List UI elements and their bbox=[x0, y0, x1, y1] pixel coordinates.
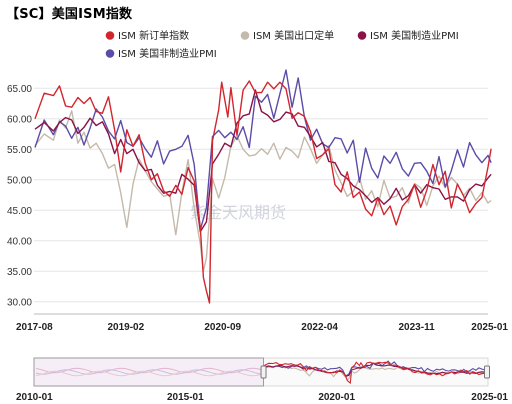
y-tick-label: 45.00 bbox=[7, 206, 32, 217]
page-title: 【SC】美国ISM指数 bbox=[6, 7, 133, 22]
watermark-text: 紫金天风期货 bbox=[190, 203, 286, 222]
series-lines bbox=[34, 69, 492, 304]
navigator-history-line bbox=[35, 370, 262, 377]
x-tick-label: 2023-11 bbox=[399, 322, 436, 333]
navigator-tick-label: 2025-01 bbox=[471, 392, 508, 403]
navigator-line-non-manufacturing-pmi bbox=[263, 360, 490, 377]
watermark: 紫金天风期货 bbox=[190, 203, 286, 222]
x-tick-label: 2022-04 bbox=[301, 322, 338, 333]
series-line-manufacturing-pmi bbox=[34, 89, 492, 233]
legend-label: ISM 美国非制造业PMI bbox=[118, 47, 217, 60]
legend-item-export-orders[interactable]: ISM 美国出口定单 bbox=[240, 29, 334, 42]
navigator-tick-label: 2020-01 bbox=[318, 392, 355, 403]
navigator-tick-label: 2015-01 bbox=[167, 392, 204, 403]
navigator-line-new-orders bbox=[263, 361, 490, 385]
x-tick-label: 2020-09 bbox=[204, 322, 241, 333]
y-axis: 30.00 35.00 40.00 45.00 50.00 55.00 60.00 65.00 bbox=[7, 84, 32, 308]
y-tick-label: 50.00 bbox=[7, 175, 32, 186]
navigator-tick-label: 2010-01 bbox=[16, 392, 53, 403]
legend-item-non-manufacturing-pmi[interactable]: ISM 美国非制造业PMI bbox=[105, 47, 217, 60]
y-tick-label: 65.00 bbox=[7, 84, 32, 95]
series-line-new-orders bbox=[34, 80, 492, 304]
navigator-history-line bbox=[35, 369, 262, 375]
legend-label: ISM 新订单指数 bbox=[118, 29, 189, 42]
legend-label: ISM 美国出口定单 bbox=[253, 29, 334, 42]
series-line-export-orders bbox=[34, 110, 492, 272]
series-line-non-manufacturing-pmi bbox=[34, 69, 492, 231]
x-axis: 2017-08 2019-02 2020-09 2022-04 2023-11 2025-… bbox=[16, 313, 508, 333]
legend-marker bbox=[105, 49, 115, 58]
x-tick-label: 2017-08 bbox=[16, 322, 53, 333]
y-tick-label: 35.00 bbox=[7, 267, 32, 278]
legend-marker bbox=[240, 31, 250, 40]
legend[interactable]: ISM 新订单指数 ISM 美国出口定单 ISM 美国制造业PMI ISM 美国非制造… bbox=[105, 29, 459, 60]
grid-lines bbox=[34, 87, 488, 303]
legend-marker bbox=[357, 31, 367, 40]
y-tick-label: 40.00 bbox=[7, 236, 32, 247]
navigator-left-handle[interactable] bbox=[260, 365, 267, 379]
legend-item-new-orders[interactable]: ISM 新订单指数 bbox=[105, 29, 189, 42]
y-tick-label: 30.00 bbox=[7, 297, 32, 308]
y-tick-label: 60.00 bbox=[7, 114, 32, 125]
legend-label: ISM 美国制造业PMI bbox=[370, 29, 459, 42]
legend-item-manufacturing-pmi[interactable]: ISM 美国制造业PMI bbox=[357, 29, 459, 42]
x-tick-label: 2019-02 bbox=[107, 322, 144, 333]
navigator-right-handle[interactable] bbox=[484, 365, 490, 379]
legend-marker bbox=[105, 31, 115, 40]
range-navigator[interactable]: 2010-01 2015-01 2020-01 2025-01 bbox=[16, 357, 508, 403]
x-tick-label: 2025-01 bbox=[471, 322, 508, 333]
y-tick-label: 55.00 bbox=[7, 145, 32, 156]
